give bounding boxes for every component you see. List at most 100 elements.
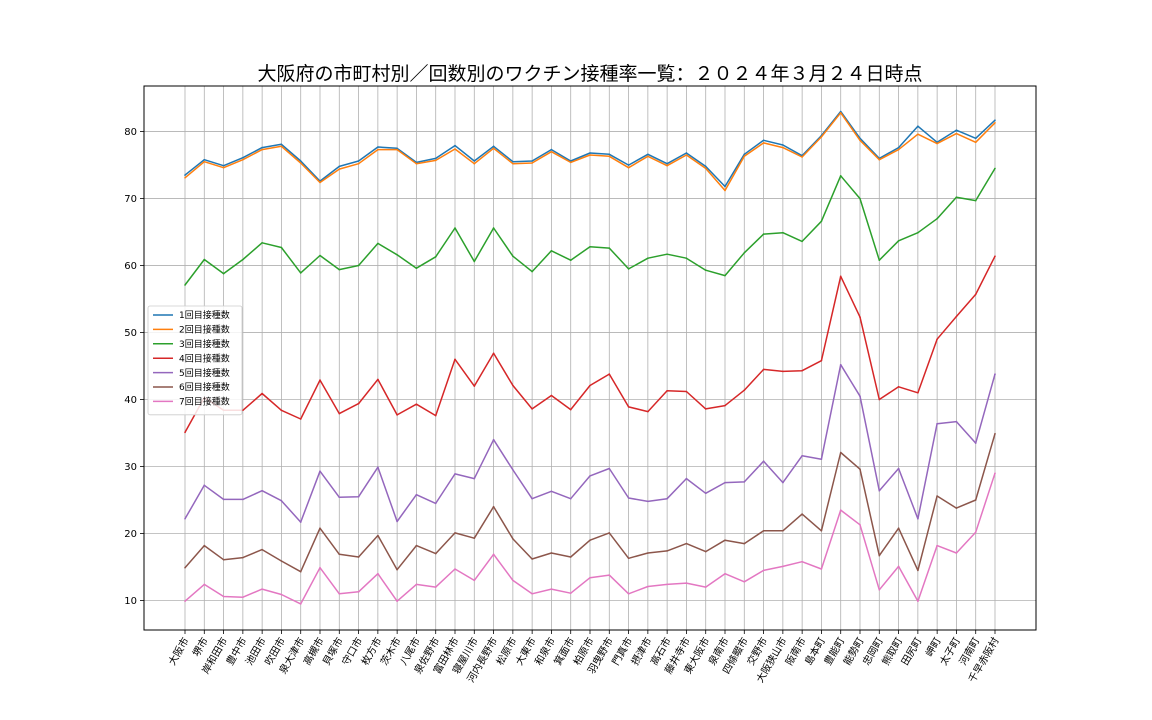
data-point (936, 217, 938, 220)
data-point (299, 160, 302, 162)
data-point (762, 530, 765, 532)
data-point (512, 469, 514, 471)
data-point (608, 532, 611, 534)
data-point (357, 162, 360, 165)
data-point (242, 258, 244, 261)
data-point (839, 363, 842, 366)
data-point (955, 132, 958, 135)
data-point (647, 257, 649, 260)
data-point (299, 162, 302, 164)
data-point (782, 481, 784, 484)
data-point (685, 542, 688, 545)
data-point (704, 408, 707, 410)
data-point (454, 473, 456, 475)
legend: 1回目接種数 2回目接種数 3回目接種数 4回目接種数 5回目接種数 6回目接種数 7回目接… (147, 305, 243, 416)
data-point (319, 566, 321, 569)
data-point (994, 119, 996, 121)
data-point (782, 144, 784, 146)
legend-label: 1回目接種数 (179, 309, 230, 321)
y-tick-label: 30 (124, 462, 137, 473)
data-point (261, 588, 263, 590)
data-point (878, 158, 881, 161)
data-point (396, 414, 398, 416)
data-point (203, 258, 206, 261)
data-point (377, 534, 379, 537)
data-point (685, 390, 688, 393)
data-point (415, 583, 418, 586)
data-point (473, 579, 476, 582)
data-point (994, 122, 996, 124)
data-point (569, 497, 572, 500)
data-point (878, 554, 881, 557)
data-point (377, 146, 379, 148)
data-point (955, 196, 958, 198)
data-point (434, 552, 437, 555)
data-point (666, 253, 668, 255)
data-point (338, 165, 341, 168)
data-point (627, 164, 630, 166)
data-point (242, 596, 244, 598)
data-point (666, 390, 668, 392)
data-point (184, 431, 186, 434)
data-point (512, 384, 514, 387)
data-point (878, 489, 881, 492)
data-point (974, 141, 977, 144)
data-point (492, 227, 495, 229)
data-point (724, 185, 726, 188)
data-point (994, 255, 996, 257)
data-point (454, 358, 456, 361)
data-point (917, 392, 919, 394)
data-point (280, 593, 283, 596)
data-point (531, 162, 533, 164)
y-tick-label: 70 (124, 194, 137, 205)
data-point (897, 467, 900, 470)
legend-label: 2回目接種数 (179, 324, 230, 336)
data-point (820, 458, 823, 461)
data-point (357, 495, 360, 498)
data-point (820, 568, 823, 570)
data-point (589, 154, 591, 156)
data-point (434, 255, 437, 258)
data-point (820, 530, 823, 532)
data-point (839, 451, 842, 454)
data-point (743, 252, 746, 254)
y-tick-label: 20 (124, 529, 137, 540)
data-point (531, 160, 533, 162)
y-tick-label: 60 (124, 261, 137, 272)
data-point (299, 418, 302, 420)
data-point (492, 352, 495, 355)
data-point (550, 394, 553, 397)
data-point (319, 181, 321, 184)
data-point (994, 373, 996, 375)
data-point (974, 199, 977, 202)
data-point (974, 293, 977, 296)
data-point (897, 148, 900, 151)
data-point (473, 385, 476, 387)
data-point (242, 556, 244, 559)
data-point (203, 160, 206, 163)
data-point (473, 162, 476, 165)
data-point (550, 148, 553, 151)
data-point (512, 538, 514, 540)
legend-label: 7回目接種数 (179, 396, 230, 408)
data-point (608, 373, 611, 375)
data-point (782, 231, 784, 234)
data-point (589, 384, 591, 387)
data-point (396, 147, 398, 150)
data-point (492, 145, 495, 148)
data-point (222, 272, 225, 275)
data-point (878, 398, 881, 401)
data-point (203, 583, 206, 586)
data-point (704, 550, 707, 553)
data-point (261, 548, 263, 551)
y-tick-label: 10 (124, 596, 137, 607)
data-point (454, 144, 456, 147)
data-point (647, 153, 649, 156)
data-point (994, 432, 996, 435)
data-point (589, 152, 591, 154)
data-point (280, 246, 283, 249)
data-point (666, 162, 668, 165)
data-point (434, 159, 437, 162)
data-point (974, 137, 977, 140)
data-point (222, 558, 225, 561)
